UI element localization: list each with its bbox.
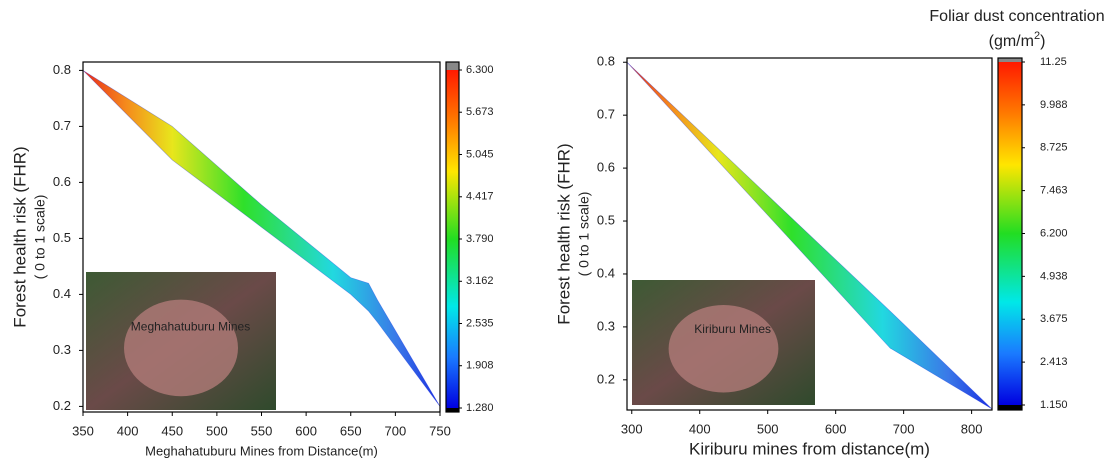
colorbar-tick-label: 2.413 (1040, 356, 1068, 368)
colorbar-tick-label: 3.162 (466, 275, 494, 287)
y-tick-label: 0.8 (597, 54, 615, 69)
colorbar-tick-label: 3.790 (466, 233, 494, 245)
colorbar-tick-label: 8.725 (1040, 142, 1068, 154)
colorbar-cap-high (998, 58, 1022, 62)
x-tick-label: 800 (961, 421, 983, 436)
x-tick-label: 600 (295, 423, 317, 438)
y-tick-label: 0.3 (53, 342, 71, 357)
colorbar-tick-label: 7.463 (1040, 185, 1068, 197)
y-tick-label: 0.2 (597, 371, 615, 386)
y-tick-label: 0.5 (53, 230, 71, 245)
colorbar-tick-label: 1.280 (466, 402, 494, 414)
x-tick-label: 400 (117, 423, 139, 438)
colorbar-tick-label: 6.200 (1040, 227, 1068, 239)
x-tick-label: 400 (689, 421, 711, 436)
y-tick-label: 0.5 (597, 212, 615, 227)
x-tick-label: 600 (825, 421, 847, 436)
colorbar-tick-label: 3.675 (1040, 313, 1068, 325)
y-axis-label: Forest health risk (FHR) (554, 143, 573, 324)
colorbar-unit-part: ) (1040, 33, 1045, 50)
band-fill (627, 62, 992, 409)
colorbar-tick-label: 6.300 (466, 64, 494, 76)
plot-frame (626, 57, 993, 411)
colorbar-tick-label: 1.150 (1040, 399, 1068, 411)
x-tick-label: 500 (757, 421, 779, 436)
y-tick-label: 0.3 (597, 318, 615, 333)
band-edge (82, 70, 441, 407)
x-tick-label: 500 (206, 423, 228, 438)
y-axis-label: Forest health risk (FHR) (10, 146, 29, 327)
colorbar-tick-label: 2.535 (466, 317, 494, 329)
colorbar-unit-part: 2 (1034, 30, 1040, 42)
inset-mine-area (124, 299, 238, 397)
colorbar (998, 62, 1022, 405)
x-tick-label: 550 (251, 423, 273, 438)
inset-label: Kiriburu Mines (694, 322, 771, 336)
colorbar-tick-label: 4.938 (1040, 270, 1068, 282)
y-tick-label: 0.4 (53, 286, 71, 301)
colorbar-frame (445, 61, 460, 413)
x-axis-label: Kiriburu mines from distance(m) (689, 439, 930, 458)
colorbar-title: Foliar dust concentration (929, 8, 1104, 25)
y-axis-label: ( 0 to 1 scale) (576, 192, 592, 277)
inset-label: Meghahatuburu Mines (131, 319, 250, 333)
x-tick-label: 650 (340, 423, 362, 438)
y-tick-label: 0.2 (53, 398, 71, 413)
colorbar-tick-label: 5.673 (466, 106, 494, 118)
x-tick-label: 350 (72, 423, 94, 438)
y-tick-label: 0.7 (597, 107, 615, 122)
band-edge (82, 70, 441, 407)
inset-mine-area (668, 305, 779, 393)
y-axis-label: ( 0 to 1 scale) (32, 195, 48, 280)
colorbar-tick-label: 11.25 (1040, 56, 1067, 68)
band-edge (626, 62, 993, 410)
y-tick-label: 0.6 (53, 174, 71, 189)
colorbar-cap-high (446, 62, 459, 70)
x-tick-label: 750 (429, 423, 451, 438)
x-tick-label: 700 (385, 423, 407, 438)
x-axis-label: Meghahatuburu Mines from Distance(m) (145, 443, 378, 458)
y-tick-label: 0.4 (597, 265, 615, 280)
colorbar-unit-part: (gm/m (989, 33, 1034, 50)
x-tick-label: 300 (621, 421, 643, 436)
y-tick-label: 0.7 (53, 118, 71, 133)
colorbar-tick-label: 1.908 (466, 360, 494, 372)
band-edge (626, 62, 993, 410)
x-tick-label: 700 (893, 421, 915, 436)
colorbar (446, 70, 459, 408)
colorbar-tick-label: 9.988 (1040, 99, 1068, 111)
y-tick-label: 0.6 (597, 160, 615, 175)
colorbar-unit: (gm/m2) (989, 30, 1046, 50)
colorbar-cap-low (998, 405, 1022, 410)
colorbar-tick-label: 4.417 (466, 191, 494, 203)
y-tick-label: 0.8 (53, 62, 71, 77)
x-tick-label: 450 (161, 423, 183, 438)
colorbar-cap-low (446, 408, 459, 412)
colorbar-tick-label: 5.045 (466, 148, 494, 160)
band-fill (83, 70, 440, 407)
